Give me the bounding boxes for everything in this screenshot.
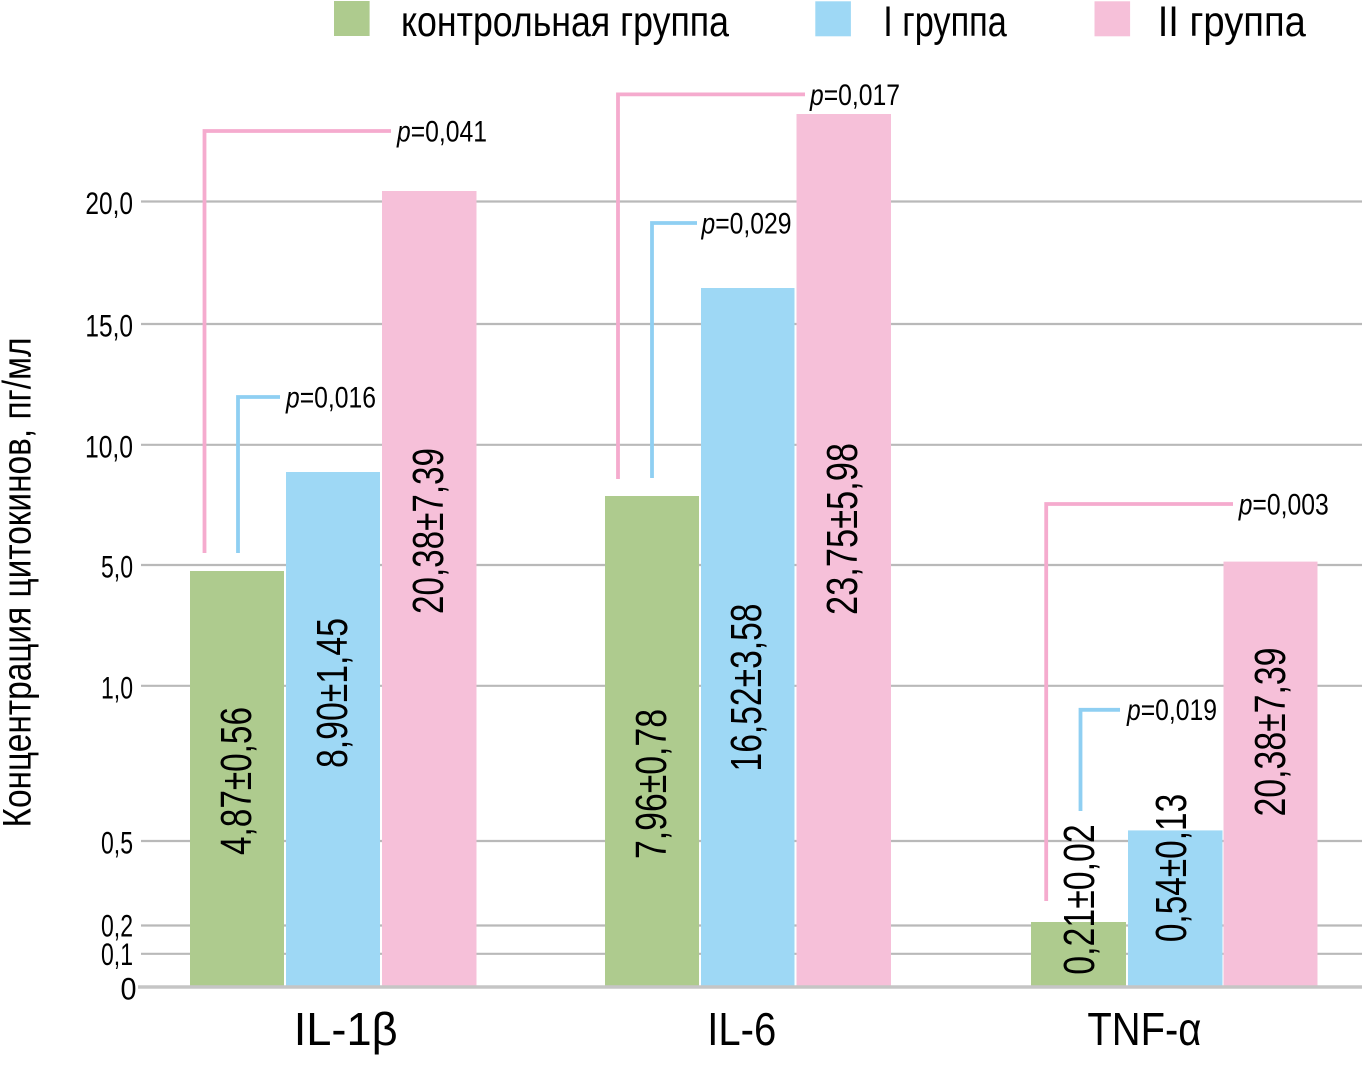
- svg-text:=0,003: =0,003: [1252, 489, 1328, 522]
- svg-text:p: p: [1126, 694, 1141, 727]
- svg-text:p: p: [809, 79, 824, 112]
- svg-text:IL-6: IL-6: [707, 1003, 776, 1055]
- svg-text:23,75±5,98: 23,75±5,98: [818, 443, 867, 615]
- svg-text:=0,041: =0,041: [411, 116, 487, 149]
- svg-text:16,52±3,58: 16,52±3,58: [722, 604, 771, 772]
- svg-text:Концентрация цитокинов, пг/мл: Концентрация цитокинов, пг/мл: [0, 338, 40, 828]
- svg-text:p: p: [701, 207, 716, 240]
- svg-text:TNF-α: TNF-α: [1087, 1003, 1201, 1055]
- svg-text:0,2: 0,2: [101, 908, 133, 944]
- svg-text:p: p: [285, 382, 300, 415]
- svg-text:8,90±1,45: 8,90±1,45: [308, 618, 357, 768]
- svg-text:0,54±0,13: 0,54±0,13: [1147, 794, 1196, 942]
- svg-text:p: p: [1238, 489, 1253, 522]
- svg-text:=0,016: =0,016: [300, 382, 376, 415]
- svg-text:20,38±7,39: 20,38±7,39: [1246, 648, 1295, 817]
- svg-text:=0,029: =0,029: [715, 207, 791, 240]
- svg-text:IL-1β: IL-1β: [294, 1003, 398, 1055]
- svg-text:10,0: 10,0: [85, 428, 133, 464]
- svg-text:5,0: 5,0: [101, 549, 133, 585]
- svg-text:0,5: 0,5: [101, 825, 133, 861]
- svg-text:0,21±0,02: 0,21±0,02: [1055, 824, 1104, 975]
- svg-text:15,0: 15,0: [85, 308, 133, 344]
- svg-text:=0,017: =0,017: [824, 79, 900, 112]
- svg-text:0: 0: [121, 971, 137, 1007]
- svg-text:контрольная группа: контрольная группа: [401, 0, 729, 46]
- svg-text:20,0: 20,0: [85, 185, 133, 221]
- svg-text:=0,019: =0,019: [1141, 694, 1217, 727]
- svg-text:4,87±0,56: 4,87±0,56: [212, 707, 261, 855]
- svg-text:7,96±0,78: 7,96±0,78: [627, 709, 676, 859]
- svg-text:p: p: [396, 116, 411, 149]
- svg-text:I группа: I группа: [883, 0, 1007, 46]
- svg-text:0,1: 0,1: [101, 936, 133, 972]
- svg-text:20,38±7,39: 20,38±7,39: [404, 448, 453, 614]
- svg-text:II группа: II группа: [1158, 0, 1306, 46]
- svg-text:1,0: 1,0: [101, 669, 133, 705]
